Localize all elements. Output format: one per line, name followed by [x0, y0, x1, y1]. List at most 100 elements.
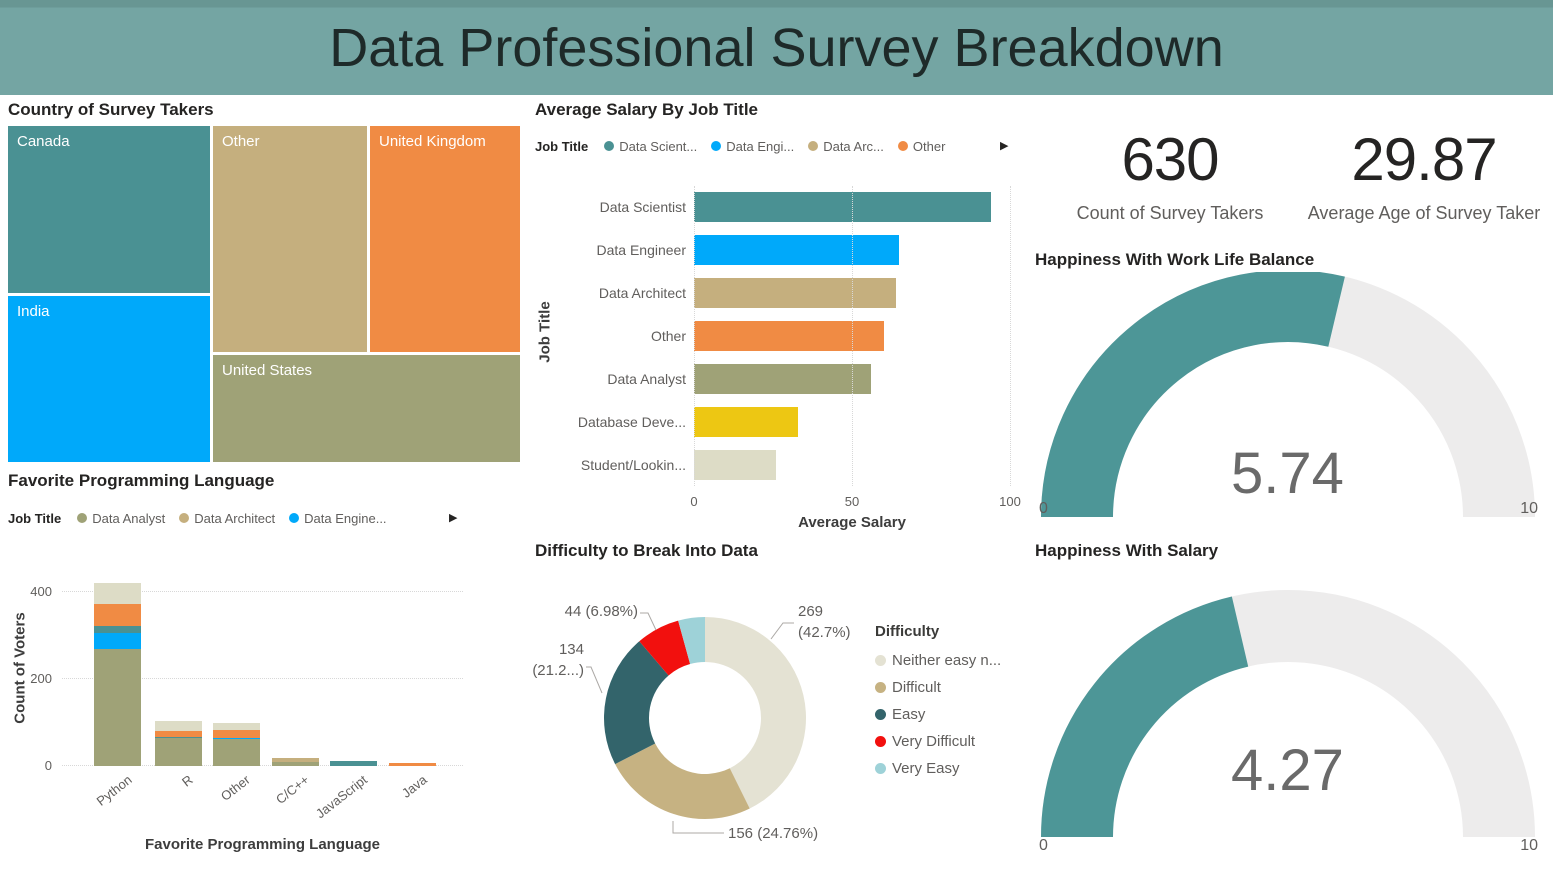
bar-row — [694, 186, 1010, 229]
legend-item-data-engine[interactable]: Data Engine... — [289, 511, 387, 526]
salary-bar-data-architect[interactable] — [694, 278, 897, 309]
gauge-arc[interactable] — [1035, 565, 1540, 845]
salary-bar-data-analyst[interactable] — [694, 363, 871, 394]
treemap-tile-label: Other — [222, 133, 260, 150]
stack-segment-student-looking[interactable] — [93, 583, 141, 605]
legend-dot — [875, 709, 886, 720]
stacked-column-python[interactable] — [93, 583, 141, 766]
stacked-column-r[interactable] — [154, 721, 202, 766]
donut-slice-very-difficult[interactable] — [639, 620, 691, 676]
donut-data-label-line: 269 — [798, 603, 824, 620]
salary-bar-database-deve[interactable] — [694, 406, 799, 437]
y-axis-label-row: Data Analyst — [530, 357, 686, 400]
gauge-salary-title: Happiness With Salary — [1035, 541, 1219, 560]
legend-item-data-arc[interactable]: Data Arc... — [808, 139, 884, 154]
y-axis-label-row: Data Engineer — [530, 229, 686, 272]
y-axis-label-row: Database Deve... — [530, 400, 686, 443]
bar-row — [694, 229, 1010, 272]
country-treemap-visual: Canada India Other United Kingdom United Sta… — [8, 126, 520, 462]
stack-segment-other[interactable] — [212, 729, 260, 738]
stack-segment-data-architect[interactable] — [271, 758, 319, 762]
treemap-tile-india[interactable]: India — [8, 296, 210, 462]
legend-dot — [808, 141, 819, 151]
stack-segment-student-looking[interactable] — [154, 721, 202, 731]
salary-bar-data-engineer[interactable] — [694, 235, 900, 266]
gauge-value: 4.27 — [1231, 738, 1344, 803]
gridline — [694, 186, 695, 486]
legend-item-data-scient[interactable]: Data Scient... — [604, 139, 697, 154]
legend-item-label: Other — [912, 138, 946, 154]
stack-segment-data-analyst[interactable] — [93, 648, 141, 766]
stacked-column-other[interactable] — [212, 722, 260, 766]
x-axis-category-label: Java — [398, 772, 430, 801]
stack-segment-student-looking[interactable] — [212, 722, 260, 730]
legend-item-very-easy[interactable]: Very Easy — [875, 760, 1001, 777]
gauge-arc[interactable] — [1035, 272, 1540, 522]
salary-chart-plot — [694, 186, 1011, 486]
stack-segment-data-scientist[interactable] — [329, 761, 377, 766]
treemap-tile-united-states[interactable]: United States — [213, 355, 520, 462]
stack-segment-data-analyst[interactable] — [154, 738, 202, 766]
stack-segment-other[interactable] — [93, 604, 141, 626]
stack-segment-other[interactable] — [388, 762, 436, 766]
language-y-axis-ticks: 0 200 400 — [8, 575, 52, 773]
callout-leader-line — [770, 622, 794, 640]
stack-segment-other[interactable] — [154, 730, 202, 737]
legend-item-data-engi[interactable]: Data Engi... — [711, 139, 794, 154]
salary-bar-data-scientist[interactable] — [694, 192, 992, 223]
legend-item-easy[interactable]: Easy — [875, 706, 1001, 723]
gauge-fill-arc — [1041, 272, 1345, 518]
salary-x-axis-ticks: 0 50 100 — [690, 494, 1020, 510]
salary-bar-other[interactable] — [694, 321, 884, 351]
y-axis-label-row: Data Architect — [530, 272, 686, 315]
treemap-tile-label: United States — [222, 362, 313, 379]
legend-dot — [875, 736, 886, 747]
treemap-tile-united-kingdom[interactable]: United Kingdom — [370, 126, 520, 352]
language-x-axis-title: Favorite Programming Language — [144, 836, 381, 853]
stacked-column-javascript[interactable] — [329, 761, 377, 766]
donut-slice-difficult[interactable] — [615, 743, 750, 819]
legend-more-arrow[interactable]: ▶ — [449, 512, 458, 524]
stack-segment-data-engineer[interactable] — [93, 632, 141, 649]
salary-y-axis-title: Job Title — [536, 301, 554, 363]
bar-row — [694, 272, 1010, 315]
stack-segment-data-engineer[interactable] — [212, 737, 260, 740]
legend-item-label: Data Scient... — [619, 138, 698, 154]
legend-item-other[interactable]: Other — [897, 138, 946, 154]
legend-item-label: Data Architect — [194, 510, 276, 526]
legend-item-difficult[interactable]: Difficult — [875, 679, 1001, 696]
legend-item-neither-easy-n[interactable]: Neither easy n... — [875, 652, 1001, 669]
donut-slice-neither-easy-n[interactable] — [705, 617, 806, 809]
bar-row — [694, 400, 1010, 443]
treemap-tile-canada[interactable]: Canada — [8, 126, 210, 293]
legend-item-label: Data Analyst — [92, 510, 166, 526]
salary-bar-student-lookin[interactable] — [694, 449, 777, 480]
gauge-work-life-balance: 5.74 0 10 — [1035, 272, 1540, 527]
stack-segment-data-analyst[interactable] — [271, 761, 319, 766]
stack-segment-data-scientist[interactable] — [154, 736, 202, 739]
legend-item-very-difficult[interactable]: Very Difficult — [875, 733, 1001, 750]
y-axis-label: Data Engineer — [596, 242, 686, 259]
stack-segment-data-analyst[interactable] — [212, 739, 260, 766]
difficulty-donut-visual: 269 (42.7%) 156 (24.76%) 134 (21.2...) 44 (6.… — [532, 575, 870, 865]
gridline — [62, 678, 463, 679]
legend-dot — [289, 513, 300, 523]
stacked-column-c-c[interactable] — [271, 758, 319, 766]
gridline — [852, 186, 853, 486]
x-axis-tick: 100 — [999, 494, 1021, 509]
donut-data-label-easy: 134 (21.2...) — [532, 639, 584, 681]
legend-item-data-architect[interactable]: Data Architect — [179, 511, 275, 526]
stack-segment-data-scientist[interactable] — [93, 625, 141, 633]
stacked-column-java[interactable] — [388, 762, 436, 766]
header-banner: Data Professional Survey Breakdown — [0, 0, 1553, 95]
donut-slice-very-easy[interactable] — [678, 617, 705, 665]
donut-slice-easy[interactable] — [604, 641, 669, 765]
treemap-tile-other[interactable]: Other — [213, 126, 367, 352]
y-axis-label: Data Scientist — [599, 199, 686, 216]
donut-data-label-line: (21.2...) — [532, 662, 584, 679]
gauge-max-label: 10 — [1520, 837, 1538, 854]
legend-more-arrow[interactable]: ▶ — [1000, 140, 1009, 152]
legend-item-data-analyst[interactable]: Data Analyst — [77, 511, 165, 526]
difficulty-legend: Difficulty Neither easy n... Difficult Eas… — [875, 623, 1001, 787]
